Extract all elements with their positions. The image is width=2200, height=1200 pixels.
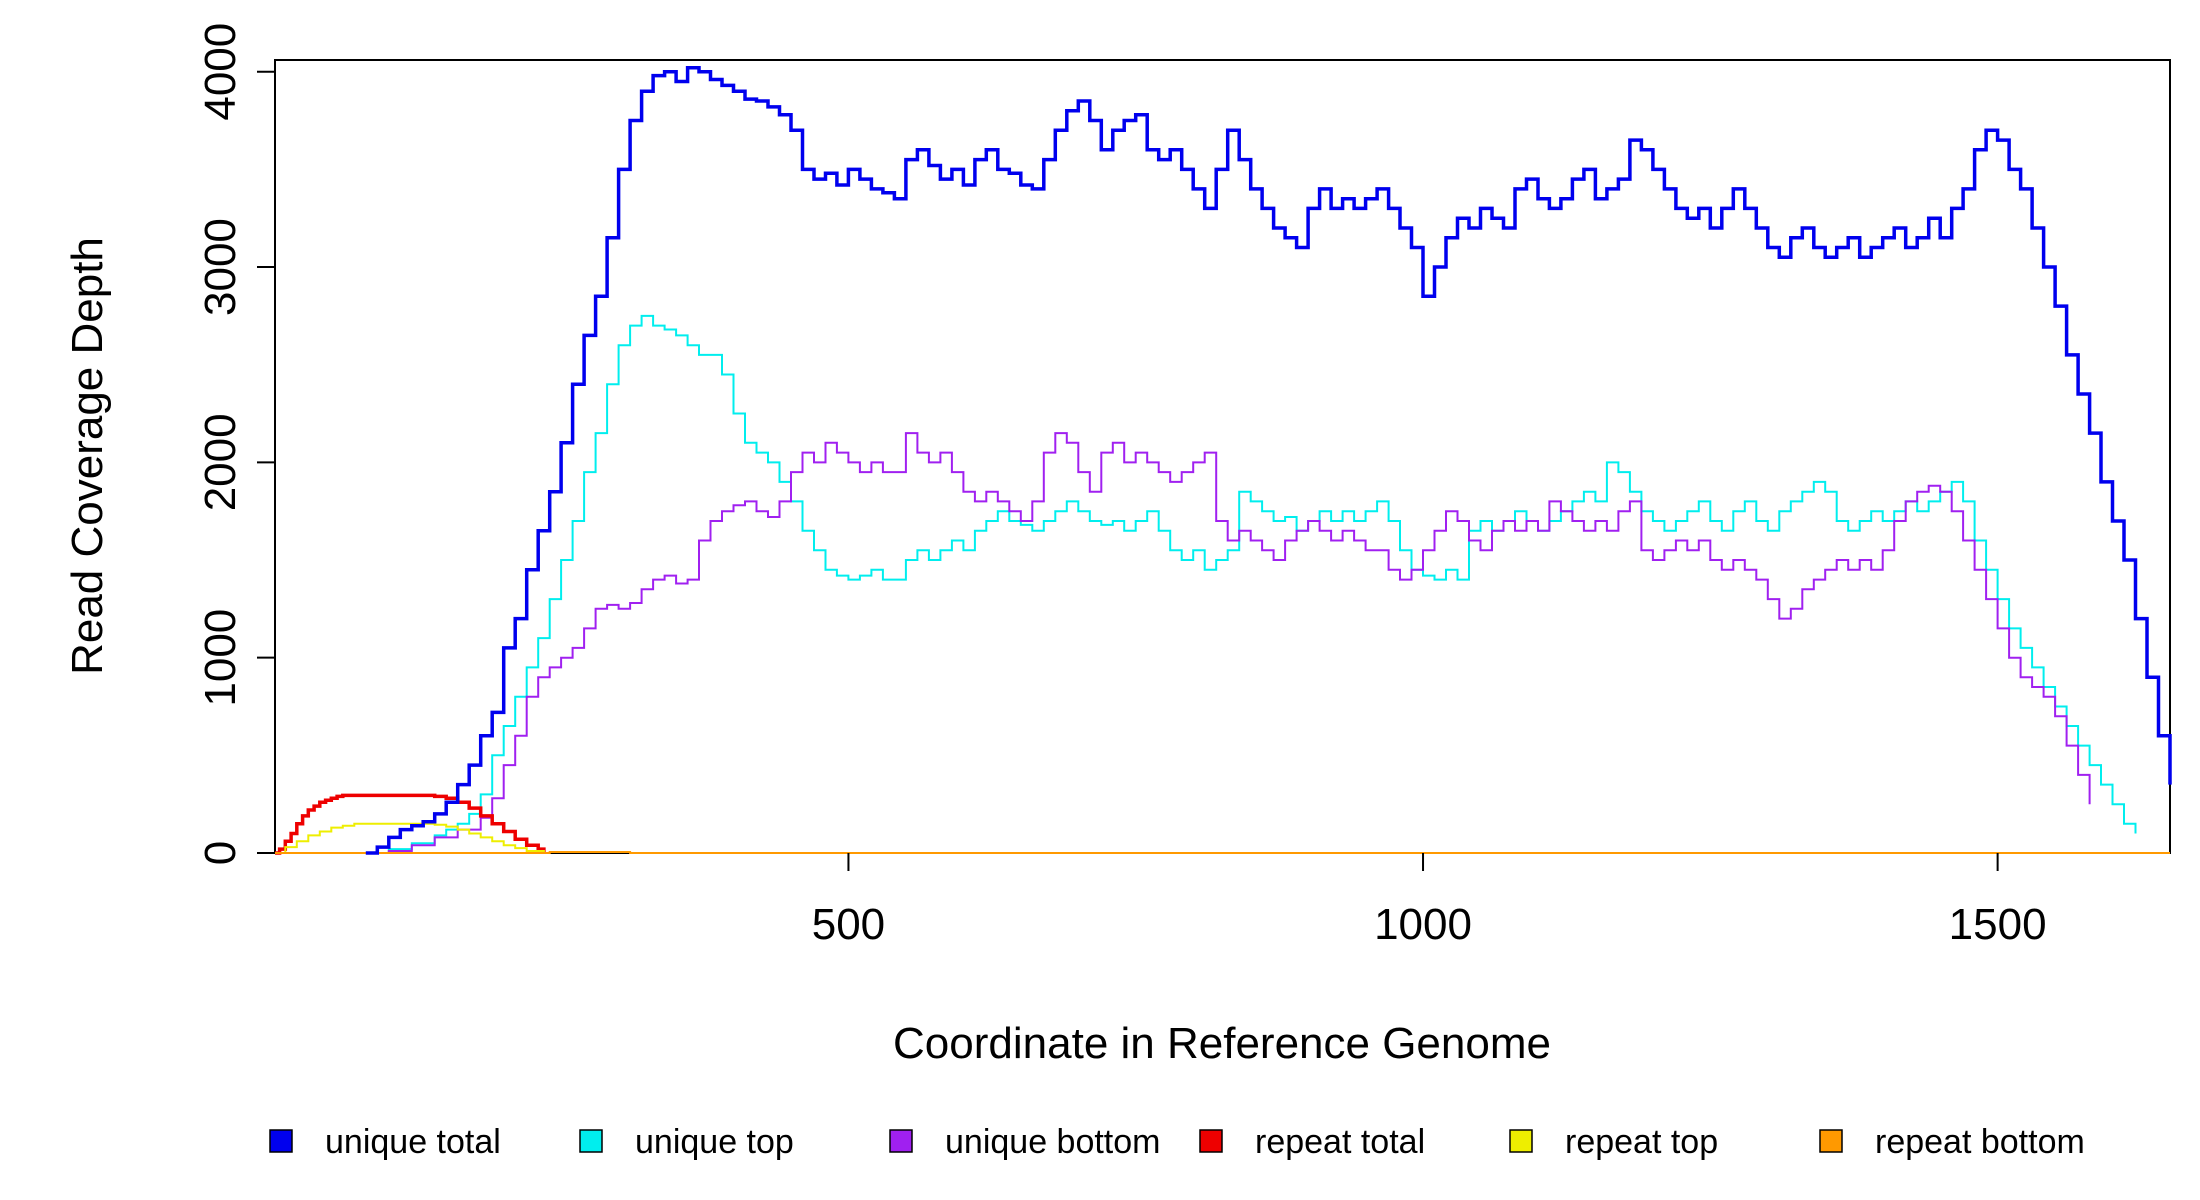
legend-swatch-unique-top bbox=[579, 1129, 603, 1153]
series-layer bbox=[275, 66, 2172, 855]
legend-label-unique-top: unique top bbox=[635, 1123, 794, 1161]
x-tick-label: 1500 bbox=[1949, 900, 2047, 949]
y-tick-label: 2000 bbox=[196, 413, 245, 511]
legend-label-unique-total: unique total bbox=[325, 1123, 501, 1161]
legend-label-unique-bottom: unique bottom bbox=[945, 1123, 1161, 1161]
legend-swatch-repeat-top bbox=[1509, 1129, 1533, 1153]
x-axis-title: Coordinate in Reference Genome bbox=[893, 1019, 1551, 1068]
y-tick-label: 0 bbox=[196, 841, 245, 865]
plot-frame bbox=[274, 59, 2171, 854]
legend-swatch-repeat-bottom bbox=[1819, 1129, 1843, 1153]
y-axis: 0 1000 2000 3000 4000 bbox=[196, 23, 275, 865]
legend-swatch-repeat-total bbox=[1199, 1129, 1223, 1153]
legend-label-repeat-top: repeat top bbox=[1565, 1123, 1718, 1161]
legend-swatch-unique-total bbox=[269, 1129, 293, 1153]
legend-label-repeat-bottom: repeat bottom bbox=[1875, 1123, 2085, 1161]
y-tick-label: 1000 bbox=[196, 609, 245, 707]
series-line-unique-total bbox=[365, 66, 2172, 855]
x-tick-label: 1000 bbox=[1374, 900, 1472, 949]
series-line-unique-top bbox=[365, 314, 2137, 854]
x-axis: 500 1000 1500 bbox=[812, 853, 2047, 949]
legend: unique total unique top unique bottom repea… bbox=[269, 1123, 2085, 1161]
y-tick-label: 4000 bbox=[196, 23, 245, 121]
series-line-repeat-total bbox=[275, 793, 546, 855]
y-tick-label: 3000 bbox=[196, 218, 245, 316]
legend-label-repeat-total: repeat total bbox=[1255, 1123, 1425, 1161]
y-axis-title: Read Coverage Depth bbox=[63, 237, 112, 675]
series-line-unique-bottom bbox=[365, 432, 2091, 854]
x-tick-label: 500 bbox=[812, 900, 885, 949]
series-line-repeat-bottom bbox=[275, 851, 2170, 854]
legend-swatch-unique-bottom bbox=[889, 1129, 913, 1153]
